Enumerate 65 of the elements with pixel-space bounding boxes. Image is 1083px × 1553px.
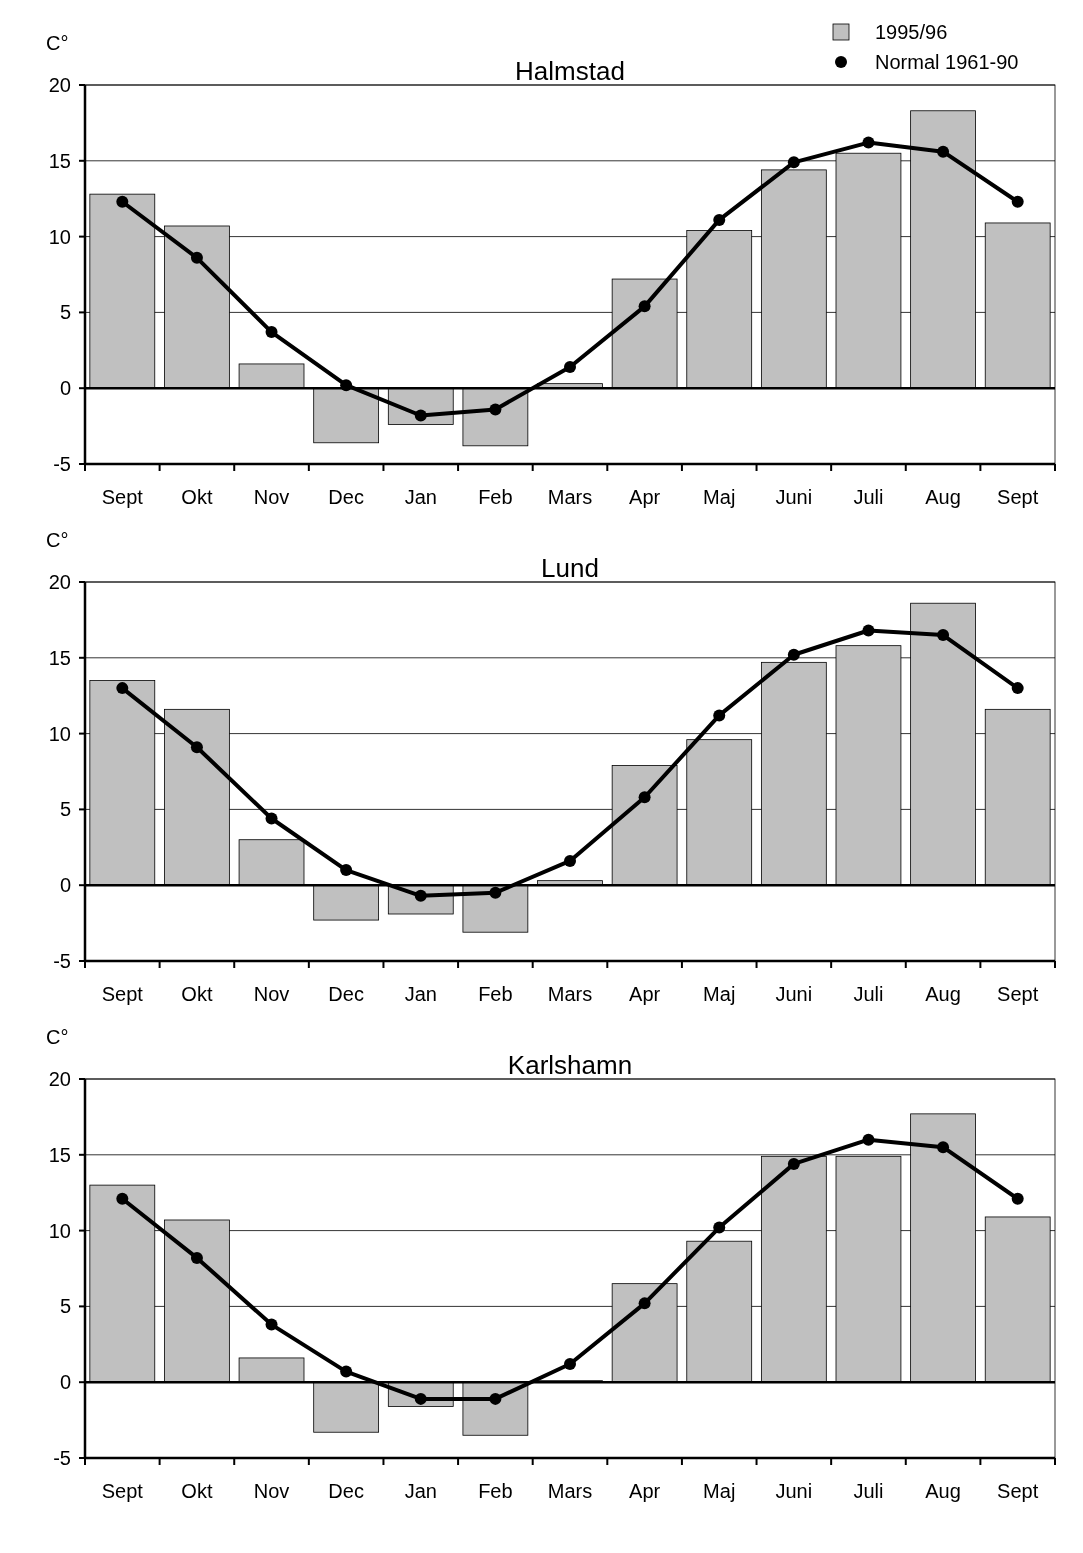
- legend-label: Normal 1961-90: [875, 51, 1019, 73]
- y-tick-label: -5: [53, 1447, 71, 1469]
- x-tick-label: Juni: [775, 486, 813, 508]
- x-tick-label: Sept: [101, 486, 144, 508]
- x-tick-label: Sept: [997, 983, 1039, 1005]
- x-tick-label: Aug: [925, 486, 961, 508]
- y-tick-label: 20: [48, 571, 71, 593]
- y-tick-label: 15: [48, 149, 71, 172]
- x-tick-label: Juli: [853, 486, 884, 508]
- y-axis-title: C°: [46, 1026, 69, 1048]
- x-tick-label: Aug: [925, 1480, 961, 1502]
- chart-title: Lund: [541, 553, 599, 583]
- y-tick-label: 10: [48, 225, 71, 248]
- x-tick-label: Mars: [547, 1480, 593, 1502]
- x-tick-label: Okt: [181, 983, 213, 1005]
- y-tick-label: 5: [59, 301, 71, 324]
- x-tick-label: Dec: [328, 983, 364, 1005]
- x-tick-label: Apr: [629, 1480, 661, 1502]
- x-tick-label: Juli: [853, 983, 884, 1005]
- x-tick-label: Jan: [404, 1480, 437, 1502]
- x-tick-label: Apr: [629, 983, 661, 1005]
- y-tick-label: 20: [48, 1068, 71, 1090]
- x-tick-label: Juni: [775, 1480, 813, 1502]
- y-tick-label: 5: [59, 1295, 71, 1318]
- y-tick-label: 15: [48, 646, 71, 669]
- x-tick-label: Sept: [101, 1480, 144, 1502]
- y-tick-label: 20: [48, 74, 71, 96]
- x-tick-label: Dec: [328, 1480, 364, 1502]
- chart-title: Karlshamn: [507, 1050, 633, 1080]
- x-tick-label: Feb: [478, 983, 513, 1005]
- x-tick-label: Feb: [478, 486, 513, 508]
- x-tick-label: Nov: [253, 486, 290, 508]
- y-tick-label: 10: [48, 722, 71, 745]
- x-tick-label: Sept: [997, 486, 1039, 508]
- x-tick-label: Maj: [703, 486, 736, 508]
- x-tick-label: Jan: [404, 983, 437, 1005]
- x-tick-label: Maj: [703, 983, 736, 1005]
- x-tick-label: Aug: [925, 983, 961, 1005]
- x-tick-label: Sept: [101, 983, 144, 1005]
- y-tick-label: -5: [53, 950, 71, 972]
- y-axis-title: C°: [46, 529, 69, 551]
- y-tick-label: -5: [53, 453, 71, 475]
- y-tick-label: 15: [48, 1143, 71, 1166]
- y-tick-label: 0: [59, 377, 71, 400]
- x-tick-label: Juni: [775, 983, 813, 1005]
- x-tick-label: Juli: [853, 1480, 884, 1502]
- y-tick-label: 5: [59, 798, 71, 821]
- x-tick-label: Mars: [547, 983, 593, 1005]
- y-tick-label: 0: [59, 874, 71, 897]
- y-axis-title: C°: [46, 32, 69, 54]
- y-tick-label: 0: [59, 1371, 71, 1394]
- x-tick-label: Nov: [253, 983, 290, 1005]
- x-tick-label: Maj: [703, 1480, 736, 1502]
- legend-label: 1995/96: [875, 21, 948, 43]
- x-tick-label: Jan: [404, 486, 437, 508]
- x-tick-label: Dec: [328, 486, 364, 508]
- x-tick-label: Mars: [547, 486, 593, 508]
- x-tick-label: Okt: [181, 1480, 213, 1502]
- chart-title: Halmstad: [515, 56, 625, 86]
- x-tick-label: Nov: [253, 1480, 290, 1502]
- x-tick-label: Apr: [629, 486, 661, 508]
- y-tick-label: 10: [48, 1219, 71, 1242]
- x-tick-label: Okt: [181, 486, 213, 508]
- x-tick-label: Feb: [478, 1480, 513, 1502]
- x-tick-label: Sept: [997, 1480, 1039, 1502]
